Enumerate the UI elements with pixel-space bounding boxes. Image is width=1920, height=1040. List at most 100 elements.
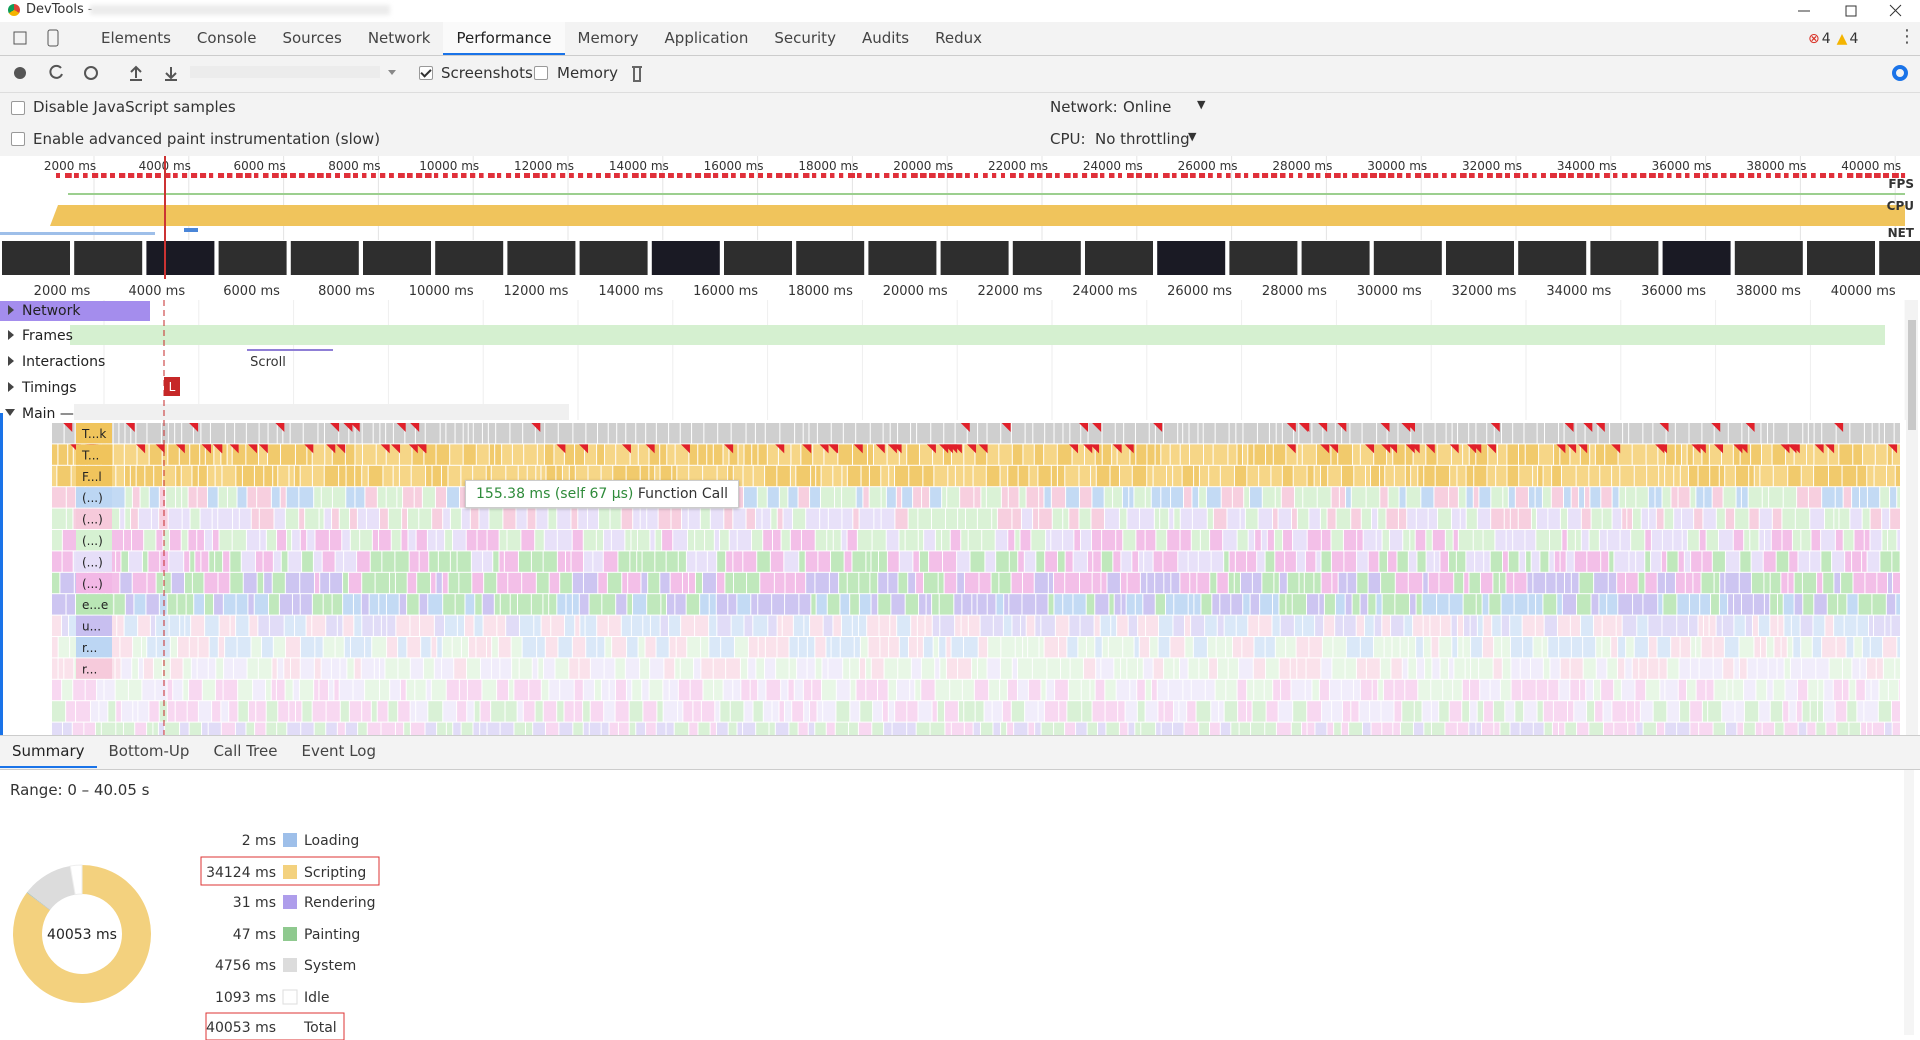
flame-block <box>967 423 978 444</box>
tab-bar-icons[interactable] <box>0 0 90 55</box>
flame-block <box>703 679 714 701</box>
network-select[interactable]: Online <box>1123 98 1172 116</box>
screenshots-label[interactable]: Screenshots <box>441 64 533 82</box>
flame-block <box>888 572 898 594</box>
flame-block <box>299 487 314 508</box>
flame-block <box>1240 572 1252 594</box>
flame-block <box>1585 487 1590 508</box>
flame-block <box>414 487 422 508</box>
flame-block <box>1477 615 1483 636</box>
flame-block <box>159 594 167 615</box>
flame-block <box>1497 444 1507 465</box>
track-label[interactable]: Frames <box>22 328 73 344</box>
flame-block <box>1382 530 1389 551</box>
screenshots-checkbox[interactable] <box>419 66 433 80</box>
fps-tick <box>776 173 783 178</box>
cpu-arrow[interactable]: ▼ <box>1188 130 1197 143</box>
paint-checkbox[interactable] <box>11 132 25 146</box>
flame-block <box>1852 551 1862 572</box>
fps-tick <box>137 173 143 178</box>
memory-label[interactable]: Memory <box>557 64 619 82</box>
tab[interactable]: Application <box>664 29 749 47</box>
flame-block <box>1702 551 1712 572</box>
upload[interactable] <box>130 65 142 81</box>
flame-block <box>455 594 465 615</box>
track-label[interactable]: Timings <box>21 380 77 396</box>
trash[interactable] <box>632 66 642 82</box>
flame-block <box>119 423 125 444</box>
tab[interactable]: Memory <box>577 29 639 47</box>
flame-block <box>921 679 935 701</box>
flame-block <box>138 658 143 679</box>
redacted-select[interactable] <box>190 66 380 78</box>
cpu-select[interactable]: No throttling <box>1095 130 1190 148</box>
close[interactable] <box>1889 4 1902 17</box>
flame-block <box>223 679 238 701</box>
flame-block <box>1011 423 1025 444</box>
flame-block <box>99 701 108 722</box>
flame-block <box>134 594 146 615</box>
track-toggle[interactable] <box>8 305 14 315</box>
toolbar-icons[interactable] <box>0 0 1920 92</box>
settings-gear[interactable] <box>1892 65 1908 81</box>
fps-tick <box>1676 173 1682 178</box>
flame-block <box>992 508 997 529</box>
record[interactable] <box>14 67 26 79</box>
tab[interactable]: Network <box>367 29 431 47</box>
track-toggle[interactable] <box>8 356 14 366</box>
disable-js-checkbox[interactable] <box>11 101 25 115</box>
flame-block <box>1248 444 1254 465</box>
reload[interactable] <box>49 64 63 79</box>
overview-ruler-label: 32000 ms <box>1462 159 1522 173</box>
flame-block <box>1491 487 1503 508</box>
flame-block <box>617 423 626 444</box>
window-controls[interactable] <box>0 0 1920 22</box>
fps-tick <box>821 173 827 178</box>
track-toggle[interactable] <box>8 382 14 392</box>
flame-block <box>1068 679 1081 701</box>
track-label[interactable]: Network <box>22 303 81 319</box>
flame-block <box>1057 551 1065 572</box>
flame-block <box>1633 508 1641 529</box>
disable-js-label[interactable]: Disable JavaScript samples <box>33 98 236 116</box>
tab[interactable]: Performance <box>443 22 565 55</box>
tab[interactable]: Audits <box>861 29 910 47</box>
memory-checkbox[interactable] <box>534 66 548 80</box>
network-arrow[interactable]: ▼ <box>1197 98 1206 111</box>
track-label[interactable]: Interactions <box>22 354 105 370</box>
flame-block <box>782 615 793 636</box>
download[interactable] <box>165 67 177 81</box>
tab[interactable]: Security <box>774 29 836 47</box>
track-toggle[interactable] <box>8 330 14 340</box>
track-label[interactable]: Main — <box>22 406 74 422</box>
flame-block <box>1645 572 1657 594</box>
tab[interactable]: Sources <box>282 29 342 47</box>
track-toggle[interactable] <box>5 409 15 416</box>
flame-block <box>638 444 649 465</box>
flame-block <box>714 530 720 551</box>
tab[interactable]: Console <box>196 29 257 47</box>
flame-block <box>1795 508 1810 529</box>
inspect-icon[interactable] <box>13 31 27 45</box>
tab[interactable]: Elements <box>101 29 171 47</box>
tab[interactable]: Redux <box>935 29 982 47</box>
cpu-area <box>50 205 1905 226</box>
select-arrow[interactable] <box>388 70 396 75</box>
clear[interactable] <box>84 66 98 80</box>
fps-tick <box>1604 173 1610 178</box>
flame-block <box>598 423 608 444</box>
flame-block <box>255 551 263 572</box>
flame-block <box>1842 465 1857 487</box>
flame-block <box>867 615 879 636</box>
menu-icon[interactable]: ⋮ <box>1898 26 1916 47</box>
paint-label[interactable]: Enable advanced paint instrumentation (s… <box>33 130 381 148</box>
restore[interactable] <box>1845 5 1857 17</box>
issue-counts[interactable]: ⊗ 4 ▲ 4 <box>1808 31 1858 47</box>
flame-block <box>695 572 702 594</box>
fps-tick <box>443 173 448 178</box>
flame-block <box>972 594 977 615</box>
flame-block <box>1281 487 1294 508</box>
device-icon[interactable] <box>47 29 59 47</box>
flame-block <box>565 551 571 572</box>
